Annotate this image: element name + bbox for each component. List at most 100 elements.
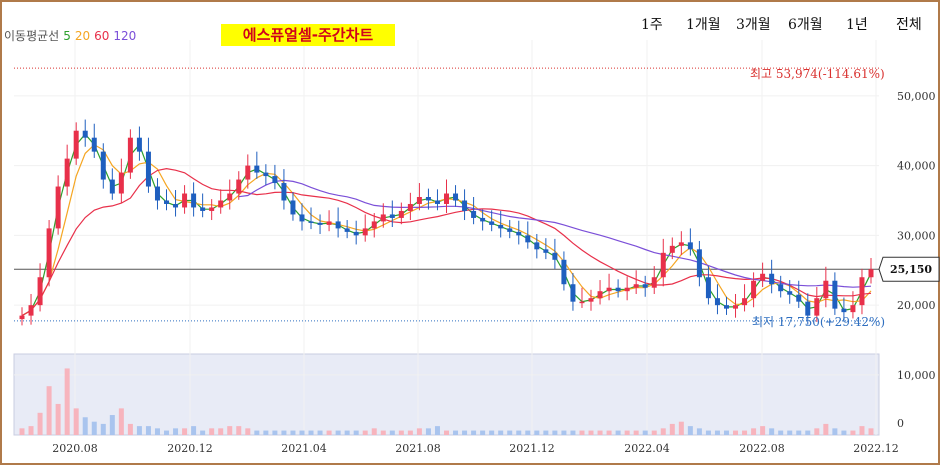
period-1w[interactable]: 1주	[641, 17, 663, 33]
candle-body	[55, 186, 61, 229]
volume-bar	[453, 430, 459, 435]
volume-bar	[606, 430, 612, 435]
x-tick-label: 2020.08	[52, 442, 98, 455]
volume-bar	[434, 426, 440, 435]
volume-bar	[678, 421, 684, 435]
volume-bar	[823, 423, 829, 435]
candle-body	[579, 301, 585, 304]
candle-body	[597, 291, 603, 299]
period-all[interactable]: 전체	[896, 17, 922, 33]
candle-body	[841, 308, 847, 313]
volume-bar	[91, 421, 97, 435]
candle-body	[164, 200, 170, 204]
volume-bar	[290, 430, 296, 435]
candle-body	[389, 214, 395, 218]
candle-body	[561, 259, 567, 285]
volume-bar	[28, 426, 34, 435]
volume-bar	[109, 415, 115, 435]
volume-bar	[308, 430, 314, 435]
volume-bar	[227, 426, 233, 435]
volume-bar	[814, 428, 820, 435]
x-tick-label: 2022.12	[853, 442, 899, 455]
volume-bar	[100, 423, 106, 435]
candle-body	[516, 231, 522, 236]
volume-bar	[787, 430, 793, 435]
ma-20-label[interactable]: 20	[74, 29, 91, 43]
candle-body	[552, 252, 558, 260]
period-1m[interactable]: 1개월	[686, 17, 721, 33]
candle-body	[290, 200, 296, 215]
candle-body	[299, 214, 305, 222]
candle-body	[200, 207, 206, 211]
volume-bar	[55, 403, 61, 435]
candle-body	[326, 221, 332, 225]
volume-bar	[669, 423, 675, 435]
chart-title: 에스퓨얼셀-주간차트	[221, 24, 395, 46]
candle-body	[642, 284, 648, 288]
candle-body	[489, 221, 495, 225]
candle-body	[651, 277, 657, 288]
volume-bar	[543, 430, 549, 435]
volume-bar	[236, 426, 242, 435]
volume-bar	[597, 430, 603, 435]
period-1y[interactable]: 1년	[846, 17, 868, 33]
volume-bar	[326, 430, 332, 435]
volume-bar	[218, 428, 224, 435]
candle-body	[453, 193, 459, 201]
volume-bar	[64, 368, 70, 435]
candle-body	[687, 242, 693, 250]
candle-body	[714, 298, 720, 306]
volume-bar	[136, 426, 142, 435]
volume-bar	[859, 426, 865, 435]
volume-bar	[471, 430, 477, 435]
volume-bar	[127, 423, 133, 435]
candle-body	[606, 287, 612, 292]
period-3m[interactable]: 3개월	[736, 17, 771, 33]
candle-body	[380, 214, 386, 222]
low-annotation: 최저 17,750(+29.42%)	[752, 315, 886, 329]
candle-body	[218, 200, 224, 208]
candle-body	[335, 221, 341, 229]
volume-bar	[209, 428, 215, 435]
volume-bar	[389, 430, 395, 435]
volume-bar	[416, 428, 422, 435]
x-tick-label: 2021.08	[395, 442, 441, 455]
candle-body	[362, 228, 368, 236]
candle-body	[227, 193, 233, 201]
volume-bar	[173, 428, 179, 435]
volume-bar	[516, 430, 522, 435]
volume-bar	[37, 412, 43, 435]
candle-body	[462, 200, 468, 211]
current-price-value: 25,150	[890, 263, 932, 276]
ma-60-label[interactable]: 60	[94, 29, 110, 43]
volume-bar	[362, 430, 368, 435]
y-tick-label: 30,000	[897, 229, 936, 242]
volume-bar	[200, 430, 206, 435]
volume-bar	[272, 430, 278, 435]
candle-body	[109, 179, 115, 194]
volume-bar	[760, 426, 766, 435]
ma-5-label[interactable]: 5	[63, 29, 71, 43]
candle-body	[534, 242, 540, 250]
volume-bar	[705, 430, 711, 435]
candle-body	[742, 298, 748, 306]
candle-body	[245, 165, 251, 180]
candle-body	[308, 221, 314, 223]
volume-bar	[624, 430, 630, 435]
candle-body	[236, 179, 242, 194]
period-6m[interactable]: 6개월	[788, 17, 823, 33]
candle-body	[507, 228, 513, 232]
candle-body	[660, 252, 666, 278]
volume-bar	[805, 430, 811, 435]
y-tick-label: 50,000	[897, 90, 936, 103]
volume-bar	[191, 426, 197, 435]
volume-bar	[534, 430, 540, 435]
volume-bar	[778, 430, 784, 435]
volume-bar	[742, 430, 748, 435]
ma-120-label[interactable]: 120	[113, 29, 137, 43]
volume-bar	[19, 428, 25, 435]
candle-body	[823, 280, 829, 299]
candle-body	[407, 203, 413, 211]
volume-bar	[832, 428, 838, 435]
candle-body	[543, 249, 549, 253]
